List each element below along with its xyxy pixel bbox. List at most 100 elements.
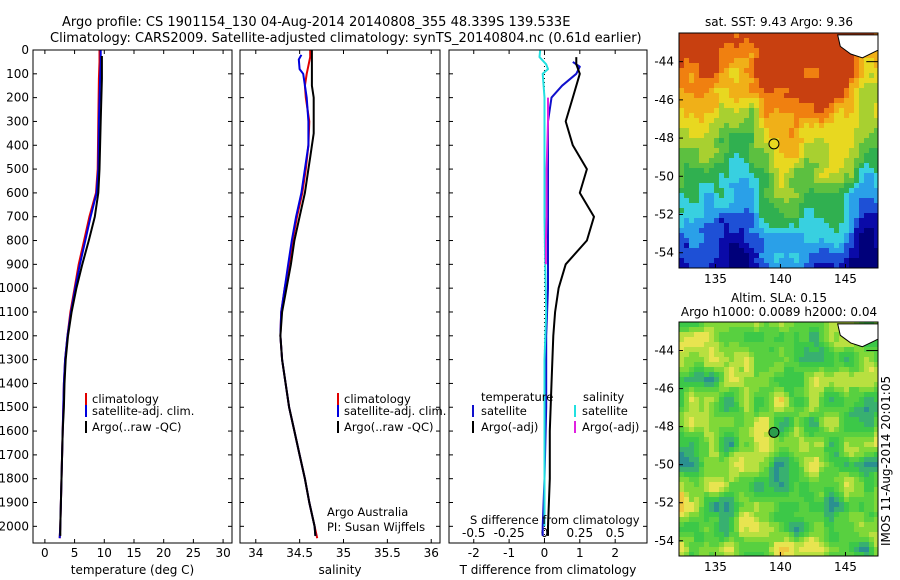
map-cell	[804, 517, 810, 523]
map-cell	[694, 53, 700, 59]
map-cell	[859, 407, 865, 413]
map-cell	[804, 442, 810, 448]
map-cell	[824, 467, 830, 473]
map-cell	[794, 502, 800, 508]
map-cell	[724, 542, 730, 548]
map-cell	[804, 38, 810, 44]
map-cell	[734, 497, 740, 503]
map-cell	[694, 402, 700, 408]
map-cell	[749, 243, 755, 249]
map-cell	[799, 198, 805, 204]
map-cell	[804, 133, 810, 139]
map-cell	[699, 258, 705, 264]
map-cell	[684, 512, 690, 518]
map-cell	[774, 347, 780, 353]
map-cell	[794, 168, 800, 174]
map-cell	[734, 442, 740, 448]
legend-argo: Argo(..raw -QC)	[344, 420, 434, 434]
map-cell	[704, 103, 710, 109]
map-cell	[709, 153, 715, 159]
map-cell	[719, 103, 725, 109]
map-cell	[719, 422, 725, 428]
map-cell	[824, 332, 830, 338]
map-cell	[764, 497, 770, 503]
map-cell	[724, 98, 730, 104]
map-cell	[774, 203, 780, 209]
map-cell	[734, 63, 740, 69]
map-cell	[754, 33, 760, 39]
map-cell	[679, 422, 685, 428]
map-cell	[859, 347, 865, 353]
map-cell	[844, 68, 850, 74]
map-cell	[719, 188, 725, 194]
map-cell	[744, 402, 750, 408]
map-cell	[779, 233, 785, 239]
map-cell	[869, 477, 875, 483]
map-cell	[704, 382, 710, 388]
map-cell	[854, 367, 860, 373]
map-cell	[694, 148, 700, 154]
map-cell	[779, 103, 785, 109]
map-cell	[754, 522, 760, 528]
map-cell	[844, 372, 850, 378]
map-cell	[829, 68, 835, 74]
map-cell	[794, 138, 800, 144]
map-cell	[679, 397, 685, 403]
map-cell	[704, 108, 710, 114]
map-cell	[699, 422, 705, 428]
map-cell	[829, 397, 835, 403]
map-cell	[864, 462, 870, 468]
map-cell	[834, 88, 840, 94]
map-cell	[819, 143, 825, 149]
map-cell	[854, 362, 860, 368]
map-cell	[824, 342, 830, 348]
map-cell	[824, 78, 830, 84]
map-cell	[739, 243, 745, 249]
map-cell	[704, 223, 710, 229]
map-cell	[809, 362, 815, 368]
map-cell	[714, 552, 720, 557]
map-cell	[719, 417, 725, 423]
map-cell	[814, 512, 820, 518]
map-cell	[874, 58, 879, 64]
map-cell	[699, 387, 705, 393]
map-cell	[684, 263, 690, 269]
map-cell	[844, 108, 850, 114]
map-cell	[844, 228, 850, 234]
lat-tick-label: -50	[654, 458, 674, 472]
map-cell	[794, 432, 800, 438]
map-cell	[794, 83, 800, 89]
map-cell	[844, 387, 850, 393]
map-cell	[799, 103, 805, 109]
map-cell	[789, 522, 795, 528]
map-cell	[684, 58, 690, 64]
map-cell	[774, 527, 780, 533]
map-cell	[694, 397, 700, 403]
map-cell	[689, 223, 695, 229]
map-cell	[809, 178, 815, 184]
map-cell	[759, 88, 765, 94]
map-cell	[699, 407, 705, 413]
map-cell	[819, 188, 825, 194]
map-cell	[804, 103, 810, 109]
map-cell	[779, 497, 785, 503]
map-cell	[719, 98, 725, 104]
map-cell	[699, 213, 705, 219]
map-cell	[709, 342, 715, 348]
map-cell	[764, 402, 770, 408]
map-cell	[799, 78, 805, 84]
map-cell	[729, 347, 735, 353]
map-cell	[784, 133, 790, 139]
map-cell	[749, 522, 755, 528]
map-cell	[684, 213, 690, 219]
map-cell	[799, 253, 805, 259]
map-cell	[764, 507, 770, 513]
map-cell	[874, 422, 879, 428]
map-cell	[839, 78, 845, 84]
map-cell	[874, 138, 879, 144]
map-cell	[689, 163, 695, 169]
map-cell	[754, 53, 760, 59]
map-cell	[704, 457, 710, 463]
map-cell	[744, 327, 750, 333]
map-cell	[814, 263, 820, 269]
